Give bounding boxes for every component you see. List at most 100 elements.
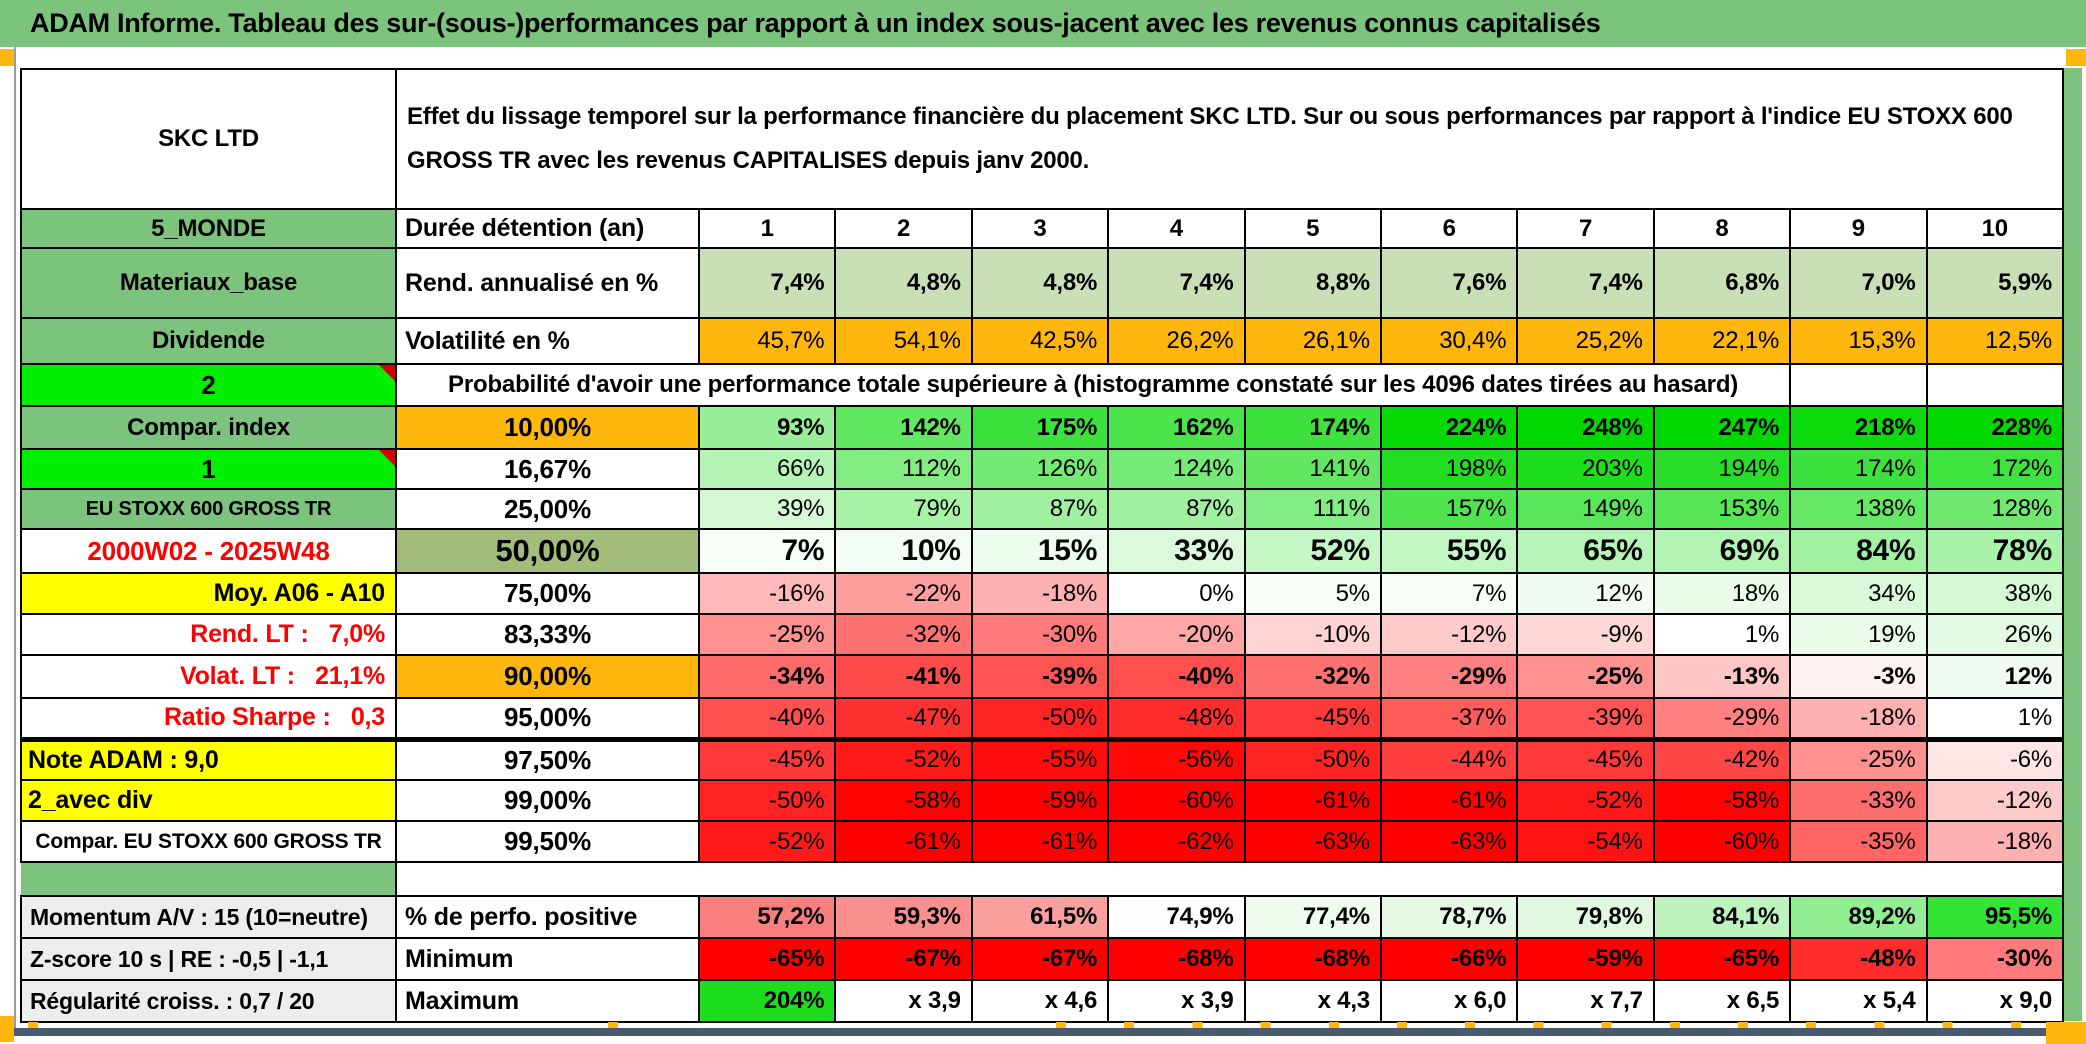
value-cell[interactable]: -50% <box>970 697 1110 742</box>
value-cell[interactable]: -18% <box>1925 820 2065 863</box>
value-cell[interactable]: -16% <box>697 572 837 615</box>
value-cell[interactable]: 89,2% <box>1789 895 1928 939</box>
row-label-p83[interactable]: Rend. LT : 7,0% <box>20 613 397 656</box>
value-cell[interactable]: 162% <box>1107 405 1246 450</box>
value-cell[interactable]: 26% <box>1925 613 2065 656</box>
value-cell[interactable]: 5,9% <box>1925 247 2065 319</box>
value-cell[interactable]: 126% <box>970 448 1110 490</box>
value-cell[interactable]: 8,8% <box>1243 247 1382 319</box>
value-cell[interactable]: -45% <box>697 738 837 781</box>
value-cell[interactable]: 7% <box>697 528 837 574</box>
instrument-name-cell[interactable]: SKC LTD <box>20 68 397 210</box>
value-cell[interactable]: -35% <box>1789 820 1928 863</box>
value-cell[interactable]: -48% <box>1789 937 1928 981</box>
value-cell[interactable]: 1% <box>1652 613 1792 656</box>
row-label-p97[interactable]: Note ADAM : 9,0 <box>20 738 397 781</box>
value-cell[interactable]: 7,6% <box>1379 247 1519 319</box>
value-cell[interactable]: -12% <box>1925 779 2065 822</box>
row-label-p995[interactable]: Compar. EU STOXX 600 GROSS TR <box>20 820 397 863</box>
value-cell[interactable]: 124% <box>1107 448 1246 490</box>
value-cell[interactable]: -40% <box>1107 654 1246 699</box>
value-cell[interactable]: 87% <box>970 488 1110 530</box>
value-cell[interactable]: x 4,6 <box>970 979 1110 1023</box>
value-cell[interactable]: 198% <box>1379 448 1519 490</box>
value-cell[interactable]: -47% <box>834 697 973 742</box>
value-cell[interactable]: -50% <box>1243 738 1382 781</box>
value-cell[interactable]: 79,8% <box>1516 895 1655 939</box>
value-cell[interactable]: 247% <box>1652 405 1792 450</box>
value-cell[interactable]: x 4,3 <box>1243 979 1382 1023</box>
value-cell[interactable]: 34% <box>1789 572 1928 615</box>
value-cell[interactable]: 33% <box>1107 528 1246 574</box>
value-cell[interactable]: 12% <box>1925 654 2065 699</box>
value-cell[interactable]: 54,1% <box>834 317 973 365</box>
row-label-rend-annualise[interactable]: Materiaux_base <box>20 247 397 319</box>
value-cell[interactable]: -6% <box>1925 738 2065 781</box>
value-cell[interactable]: 203% <box>1516 448 1655 490</box>
value-cell[interactable]: -30% <box>970 613 1110 656</box>
metric-label-cell[interactable]: 75,00% <box>395 572 700 615</box>
value-cell[interactable]: -61% <box>970 820 1110 863</box>
duration-header-cell[interactable]: 5 <box>1243 208 1382 249</box>
value-cell[interactable]: 77,4% <box>1243 895 1382 939</box>
value-cell[interactable]: -65% <box>697 937 837 981</box>
value-cell[interactable]: 79% <box>834 488 973 530</box>
value-cell[interactable]: -59% <box>970 779 1110 822</box>
value-cell[interactable]: 84,1% <box>1652 895 1792 939</box>
value-cell[interactable]: 26,1% <box>1243 317 1382 365</box>
metric-label-cell[interactable]: 83,33% <box>395 613 700 656</box>
value-cell[interactable]: -60% <box>1107 779 1246 822</box>
value-cell[interactable]: 69% <box>1652 528 1792 574</box>
value-cell[interactable]: -52% <box>834 738 973 781</box>
value-cell[interactable]: x 6,5 <box>1652 979 1792 1023</box>
value-cell[interactable]: 153% <box>1652 488 1792 530</box>
value-cell[interactable]: -30% <box>1925 937 2065 981</box>
row-label-maximum[interactable]: Régularité croiss. : 0,7 / 20 <box>20 979 397 1023</box>
value-cell[interactable]: -10% <box>1243 613 1382 656</box>
value-cell[interactable]: 15,3% <box>1789 317 1928 365</box>
value-cell[interactable]: -45% <box>1243 697 1382 742</box>
value-cell[interactable]: 39% <box>697 488 837 530</box>
metric-label-cell[interactable]: 25,00% <box>395 488 700 530</box>
value-cell[interactable]: x 7,7 <box>1516 979 1655 1023</box>
value-cell[interactable]: -66% <box>1379 937 1519 981</box>
value-cell[interactable]: 84% <box>1789 528 1928 574</box>
empty-cell[interactable] <box>1925 363 2065 407</box>
value-cell[interactable]: 157% <box>1379 488 1519 530</box>
value-cell[interactable]: 12,5% <box>1925 317 2065 365</box>
value-cell[interactable]: 5% <box>1243 572 1382 615</box>
value-cell[interactable]: x 3,9 <box>834 979 973 1023</box>
value-cell[interactable]: -29% <box>1379 654 1519 699</box>
value-cell[interactable]: -68% <box>1107 937 1246 981</box>
value-cell[interactable]: 174% <box>1789 448 1928 490</box>
value-cell[interactable]: 26,2% <box>1107 317 1246 365</box>
duration-header-cell[interactable]: 8 <box>1652 208 1792 249</box>
value-cell[interactable]: -33% <box>1789 779 1928 822</box>
value-cell[interactable]: 52% <box>1243 528 1382 574</box>
value-cell[interactable]: -32% <box>834 613 973 656</box>
metric-label-cell[interactable]: Rend. annualisé en % <box>395 247 700 319</box>
value-cell[interactable]: 22,1% <box>1652 317 1792 365</box>
metric-label-cell[interactable]: 10,00% <box>395 405 700 450</box>
row-label-durations[interactable]: 5_MONDE <box>20 208 397 249</box>
metric-label-cell[interactable]: 16,67% <box>395 448 700 490</box>
value-cell[interactable]: -63% <box>1379 820 1519 863</box>
value-cell[interactable]: 141% <box>1243 448 1382 490</box>
description-cell[interactable]: Effet du lissage temporel sur la perform… <box>394 68 2065 210</box>
value-cell[interactable]: 7,4% <box>1516 247 1655 319</box>
value-cell[interactable]: 87% <box>1107 488 1246 530</box>
row-label-p25[interactable]: EU STOXX 600 GROSS TR <box>20 488 397 530</box>
row-label-p50[interactable]: 2000W02 - 2025W48 <box>20 528 397 574</box>
value-cell[interactable]: 4,8% <box>970 247 1110 319</box>
row-label-p75[interactable]: Moy. A06 - A10 <box>20 572 397 615</box>
value-cell[interactable]: -67% <box>970 937 1110 981</box>
value-cell[interactable]: 93% <box>697 405 837 450</box>
value-cell[interactable]: 175% <box>970 405 1110 450</box>
value-cell[interactable]: -65% <box>1652 937 1792 981</box>
value-cell[interactable]: 248% <box>1516 405 1655 450</box>
empty-cell[interactable] <box>1789 363 1928 407</box>
value-cell[interactable]: 204% <box>697 979 837 1023</box>
value-cell[interactable]: 1% <box>1925 697 2065 742</box>
value-cell[interactable]: 224% <box>1379 405 1519 450</box>
value-cell[interactable]: -39% <box>970 654 1110 699</box>
